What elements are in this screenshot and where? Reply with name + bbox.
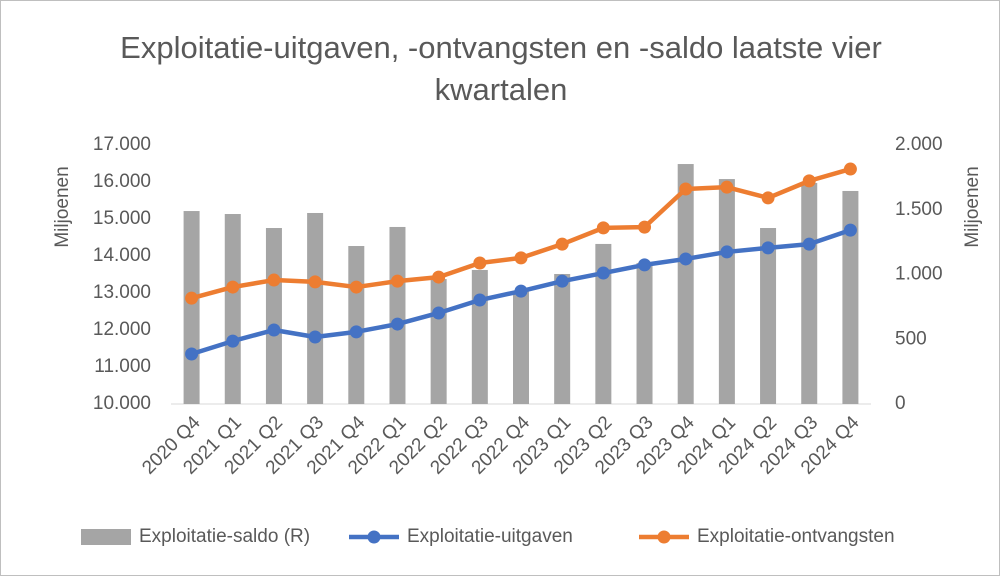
bar <box>224 214 241 404</box>
y-tick-label: 16.000 <box>93 171 151 192</box>
y2-tick-label: 500 <box>895 328 927 349</box>
marker <box>267 273 281 287</box>
marker <box>679 182 693 196</box>
bar <box>307 212 324 404</box>
bar <box>842 190 859 404</box>
bar <box>595 243 612 404</box>
marker <box>802 174 816 188</box>
bar <box>554 273 571 404</box>
y2-tick-label: 1.000 <box>895 264 943 285</box>
y-tick-label: 15.000 <box>93 208 151 229</box>
marker <box>514 251 528 265</box>
marker <box>185 291 199 305</box>
legend-label: Exploitatie-uitgaven <box>407 526 573 547</box>
marker <box>720 180 734 194</box>
legend-label: Exploitatie-ontvangsten <box>697 526 895 547</box>
legend-marker <box>367 530 381 544</box>
marker <box>720 245 734 259</box>
marker <box>679 252 693 266</box>
marker <box>638 220 652 234</box>
marker <box>514 284 528 298</box>
legend-swatch <box>81 529 131 545</box>
marker <box>390 274 404 288</box>
y-tick-label: 14.000 <box>93 245 151 266</box>
marker <box>432 270 446 284</box>
bar <box>389 226 406 404</box>
bar <box>513 290 529 404</box>
marker <box>185 347 199 361</box>
line <box>191 166 852 301</box>
marker <box>308 275 322 289</box>
marker <box>473 293 487 307</box>
y-tick-label: 12.000 <box>93 319 151 340</box>
y2-axis-label: Miljoenen <box>962 166 983 247</box>
marker <box>761 191 775 205</box>
marker <box>555 274 569 288</box>
bar <box>183 211 200 404</box>
bar <box>471 269 488 404</box>
marker <box>432 306 446 320</box>
marker <box>308 330 322 344</box>
bar <box>760 228 777 404</box>
marker <box>226 334 240 348</box>
marker <box>390 317 404 331</box>
y2-tick-label: 0 <box>895 393 906 414</box>
y2-tick-label: 1.500 <box>895 199 943 220</box>
y2-tick-label: 2.000 <box>895 134 943 155</box>
bar <box>348 246 365 404</box>
bar <box>430 279 447 404</box>
bar <box>636 262 653 404</box>
bar <box>265 228 282 404</box>
marker <box>596 221 610 235</box>
bar <box>677 164 694 404</box>
chart-title: Exploitatie-uitgaven, -ontvangsten en -s… <box>120 30 882 107</box>
marker <box>555 237 569 251</box>
marker <box>226 280 240 294</box>
y-tick-label: 13.000 <box>93 282 151 303</box>
marker <box>761 241 775 255</box>
marker <box>802 237 816 251</box>
marker <box>843 223 857 237</box>
marker <box>638 258 652 272</box>
y-tick-label: 11.000 <box>94 356 151 377</box>
legend-marker <box>657 530 671 544</box>
marker <box>843 162 857 176</box>
marker <box>473 256 487 270</box>
marker <box>349 325 363 339</box>
marker <box>596 266 610 280</box>
y-tick-label: 17.000 <box>93 134 151 155</box>
marker <box>349 280 363 294</box>
y-tick-label: 10.000 <box>93 393 151 414</box>
legend-label: Exploitatie-saldo (R) <box>139 526 310 547</box>
marker <box>267 323 281 337</box>
bar <box>801 182 818 404</box>
bar <box>718 179 735 404</box>
y-axis-label: Miljoenen <box>52 166 73 247</box>
